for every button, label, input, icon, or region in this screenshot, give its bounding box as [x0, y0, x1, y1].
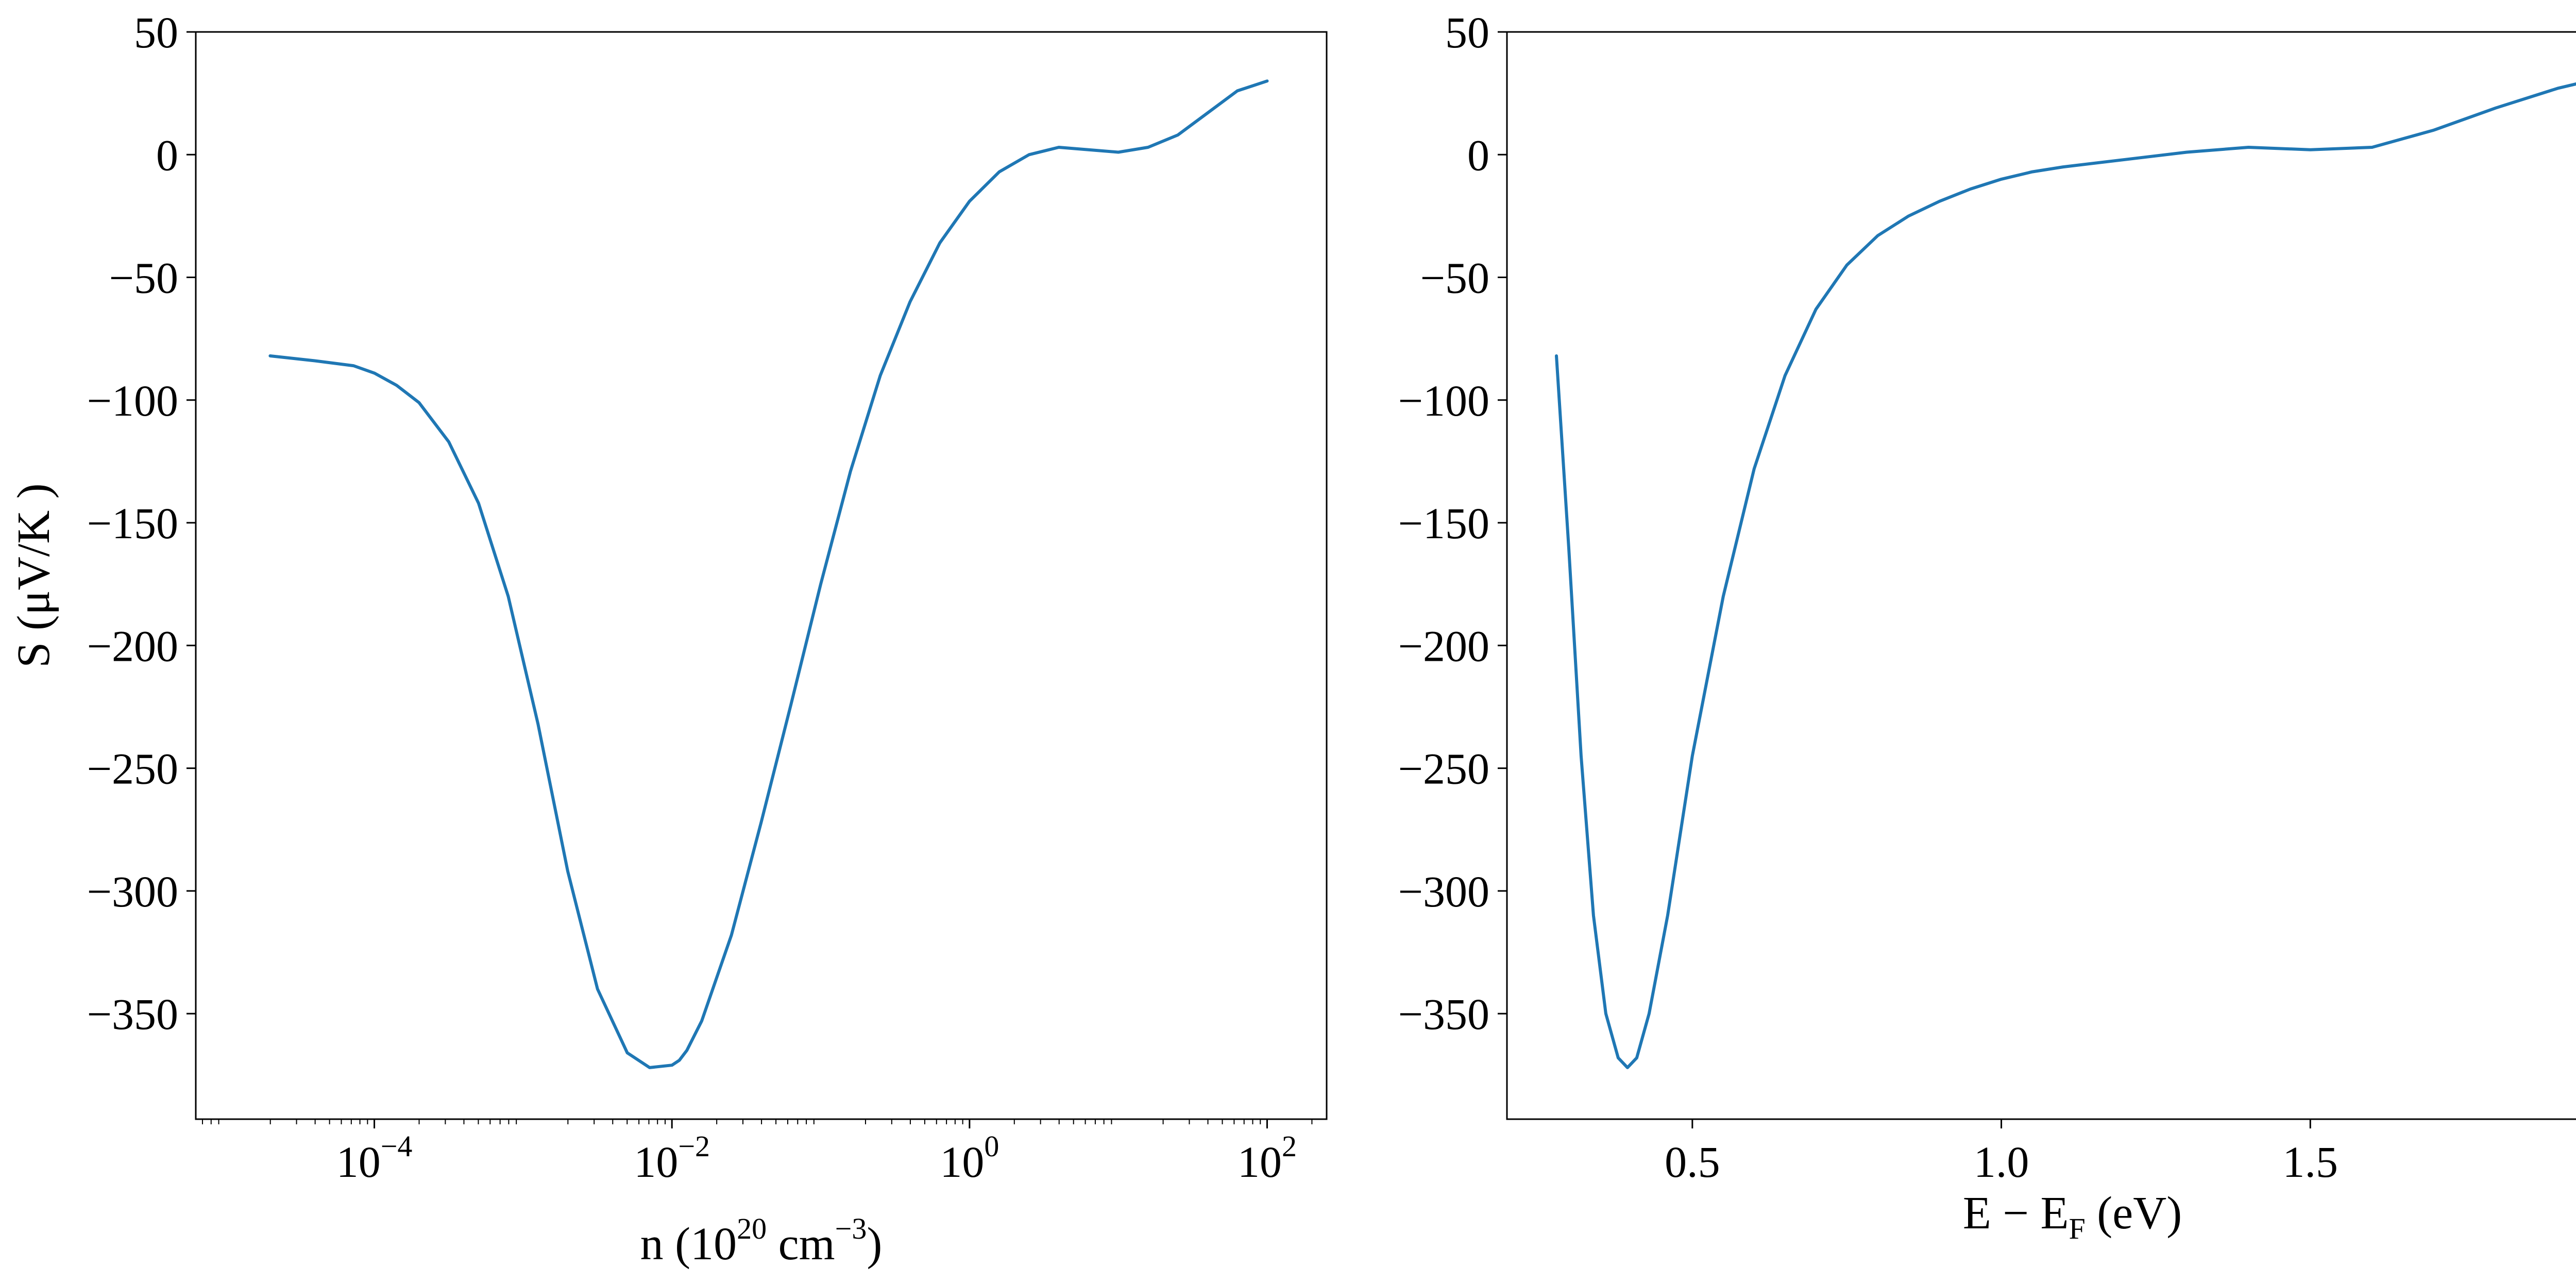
y-axis-label: S (μV/K ) — [8, 483, 59, 667]
y-tick-label: −350 — [87, 989, 178, 1039]
y-tick-label: −150 — [1398, 499, 1489, 548]
y-tick-label: −300 — [87, 867, 178, 916]
y-tick-label: −100 — [87, 376, 178, 425]
y-tick-label: 50 — [134, 8, 178, 57]
x-tick-label: 1.5 — [2283, 1137, 2338, 1187]
left-chart-panel: 50 0 −50 −100 −150 −200 −250 −300 −350 10−4 10−2 10… — [8, 8, 1328, 1270]
y-tick-label: −50 — [1420, 253, 1489, 303]
y-tick-label: 0 — [1467, 130, 1489, 180]
y-tick-label: −100 — [1398, 376, 1489, 425]
y-tick-label: −150 — [87, 499, 178, 548]
x-tick-label: 1.0 — [1974, 1137, 2029, 1187]
right-chart-panel: 500−50−100−150−200−250−300−3500.51.01.52… — [1398, 8, 2576, 1245]
x-axis-label: n (1020 cm−3) — [640, 1212, 883, 1270]
y-tick-label: −200 — [1398, 621, 1489, 671]
x-tick-label: 102 — [1238, 1129, 1297, 1187]
y-tick-label: −350 — [1398, 989, 1489, 1039]
y-tick-label: 50 — [1445, 8, 1489, 57]
x-axis-label: E − EF (eV) — [1963, 1188, 2182, 1245]
y-tick-label: −200 — [87, 621, 178, 671]
y-tick-label: 0 — [156, 130, 178, 180]
y-tick-label: −250 — [1398, 744, 1489, 794]
plot-frame — [1506, 31, 2576, 1120]
x-tick-label: 10−2 — [634, 1129, 710, 1187]
x-tick-label: 0.5 — [1665, 1137, 1720, 1187]
x-tick-label: 10−4 — [336, 1129, 413, 1187]
y-tick-label: −250 — [87, 744, 178, 794]
plot-frame — [195, 31, 1328, 1120]
series-line — [268, 79, 1269, 1069]
y-tick-label: −300 — [1398, 867, 1489, 916]
series-line — [1555, 82, 2576, 1069]
y-tick-label: −50 — [109, 253, 178, 303]
x-tick-label: 100 — [940, 1129, 999, 1187]
